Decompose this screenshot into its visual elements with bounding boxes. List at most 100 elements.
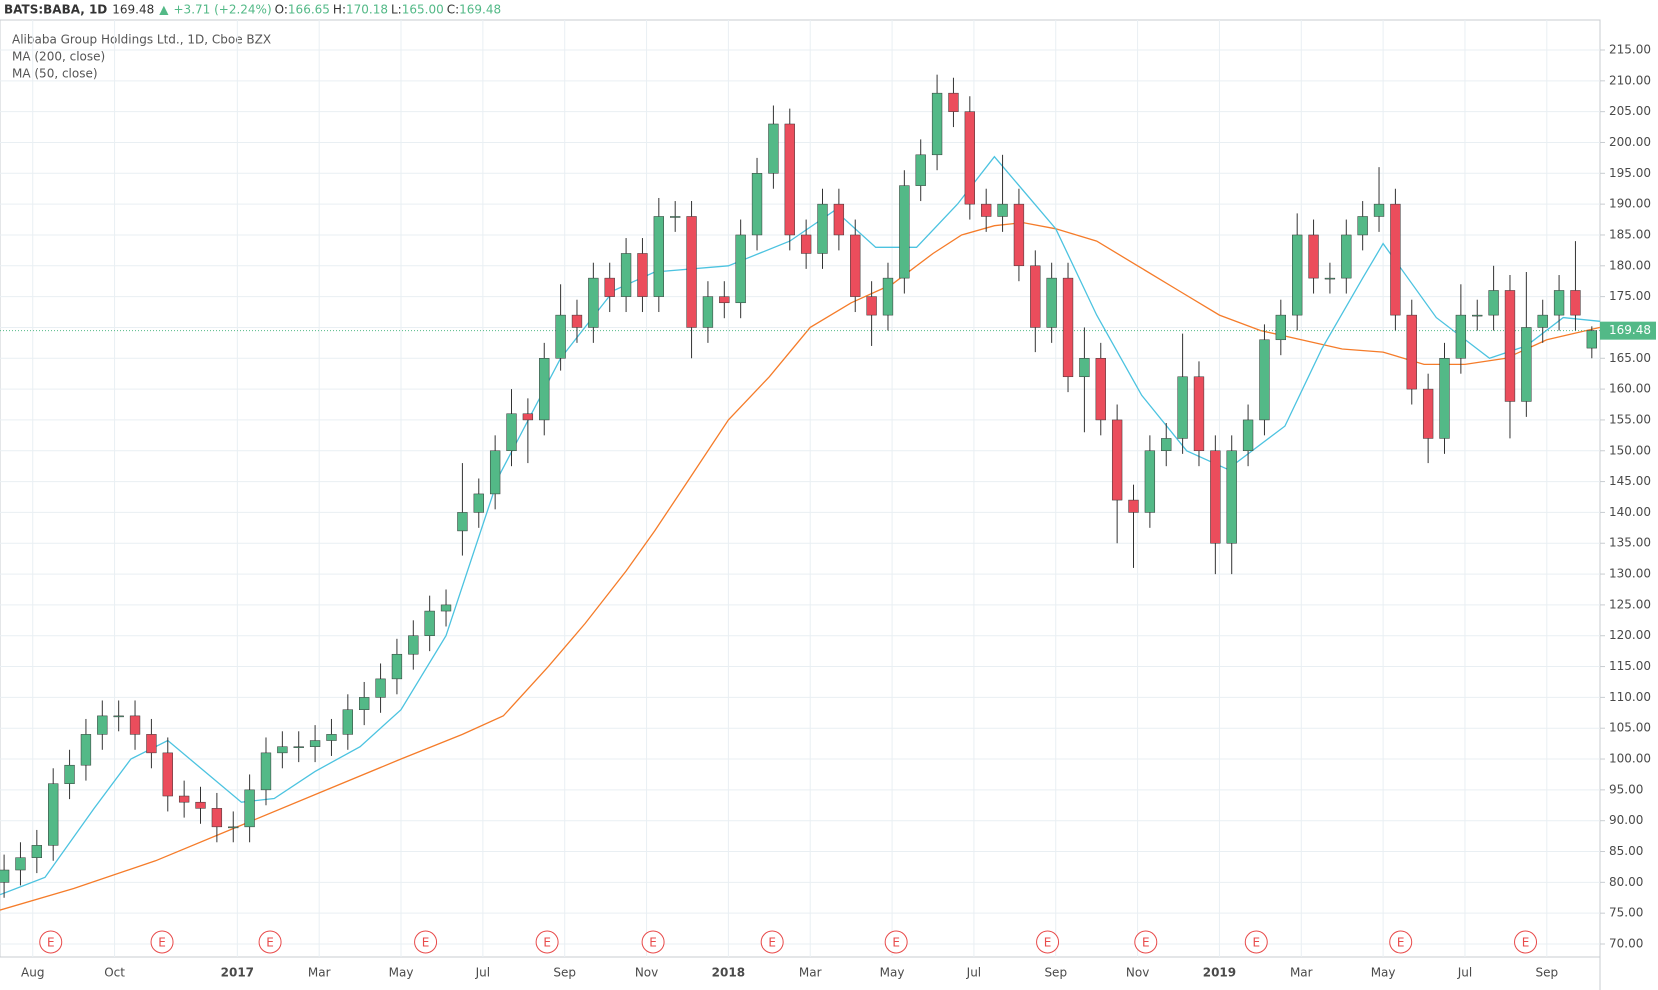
y-tick-label: 100.00 — [1609, 752, 1651, 766]
candle-body — [1586, 330, 1597, 349]
candle-body — [522, 413, 534, 421]
candle-body — [178, 795, 190, 803]
candle-body — [931, 92, 943, 156]
candle-body — [1242, 419, 1254, 452]
candle-body — [1521, 327, 1532, 402]
ohlc-value: 166.65 — [288, 3, 330, 17]
candle-body — [113, 715, 124, 718]
candle-body — [1292, 234, 1303, 316]
candle-body — [555, 314, 566, 359]
candle-body — [784, 123, 795, 236]
candle-body — [1111, 419, 1123, 501]
candle-body — [48, 783, 59, 846]
candle-body — [653, 216, 664, 297]
earnings-label: E — [1397, 936, 1405, 950]
candle-body — [915, 154, 926, 186]
x-tick-label: 2017 — [221, 966, 254, 980]
candle-body — [620, 253, 632, 297]
x-tick-label: Sep — [553, 966, 576, 980]
y-tick-label: 75.00 — [1609, 906, 1643, 920]
y-tick-label: 185.00 — [1609, 227, 1651, 241]
candle-body — [211, 808, 223, 828]
y-tick-label: 160.00 — [1609, 382, 1651, 396]
candle-body — [604, 277, 615, 297]
candle-body — [1472, 314, 1483, 317]
candle-body — [948, 92, 959, 112]
earnings-label: E — [158, 936, 166, 950]
x-tick-label: Mar — [799, 966, 822, 980]
moving-average — [0, 155, 1601, 896]
candle-body — [1537, 314, 1548, 328]
candle-body — [1406, 314, 1417, 390]
candle-body — [1357, 216, 1368, 236]
earnings-marker — [1514, 930, 1538, 954]
y-tick-label: 80.00 — [1609, 875, 1643, 889]
candle-body — [146, 734, 157, 754]
candle-body — [1390, 203, 1401, 316]
change-arrow: ▲ — [159, 3, 169, 17]
y-tick-label: 215.00 — [1609, 43, 1651, 57]
candle-body — [1455, 314, 1467, 359]
candle-body — [1226, 450, 1237, 544]
y-tick-label: 155.00 — [1609, 412, 1651, 426]
candle-body — [1144, 450, 1156, 513]
ohlc-value: 165.00 — [402, 3, 444, 17]
candle-body — [129, 715, 141, 735]
candle-body — [326, 734, 337, 741]
candle-body — [686, 216, 697, 328]
last-price-box — [1600, 321, 1656, 340]
x-tick-label: May — [389, 966, 414, 980]
candle-body — [359, 697, 370, 710]
candle-body — [866, 296, 877, 316]
earnings-label: E — [1044, 936, 1052, 950]
candle-body — [768, 123, 779, 174]
candle-body — [1161, 438, 1172, 452]
y-tick-label: 205.00 — [1609, 104, 1651, 118]
y-tick-label: 200.00 — [1609, 135, 1651, 149]
candle-body — [1488, 290, 1499, 316]
ohlc-label: L: — [391, 3, 402, 17]
earnings-marker — [884, 930, 908, 954]
y-tick-label: 175.00 — [1609, 289, 1651, 303]
candle-body — [1128, 499, 1139, 513]
y-tick-label: 105.00 — [1609, 721, 1651, 735]
candle-body — [1210, 450, 1221, 544]
candle-body — [424, 610, 435, 636]
earnings-label: E — [768, 936, 776, 950]
x-tick-label: Jul — [966, 966, 981, 980]
y-tick-label: 130.00 — [1609, 567, 1651, 581]
candle-body — [1341, 234, 1352, 279]
x-tick-label: Aug — [21, 966, 44, 980]
earnings-marker — [150, 930, 174, 954]
candle-body — [1504, 290, 1516, 402]
y-tick-label: 190.00 — [1609, 197, 1651, 211]
candle-body — [80, 734, 92, 766]
y-tick-label: 125.00 — [1609, 597, 1651, 611]
candle-body — [489, 450, 501, 495]
ohlc-label: O: — [275, 3, 288, 17]
y-tick-label: 195.00 — [1609, 166, 1651, 180]
y-tick-label: 95.00 — [1609, 782, 1643, 796]
candle-body — [800, 234, 812, 254]
y-tick-label: 145.00 — [1609, 474, 1651, 488]
candle-body — [1439, 358, 1450, 439]
earnings-label: E — [1252, 936, 1260, 950]
y-tick-label: 120.00 — [1609, 628, 1651, 642]
candle-body — [391, 653, 403, 680]
earnings-marker — [1134, 930, 1158, 954]
candle-body — [1570, 290, 1581, 316]
x-tick-label: Nov — [635, 966, 658, 980]
candle-body — [293, 746, 304, 748]
earnings-marker — [535, 930, 559, 954]
candle-body — [1373, 203, 1385, 217]
last-price: 169.48 — [112, 3, 154, 17]
candle-body — [1193, 376, 1205, 452]
y-tick-label: 115.00 — [1609, 659, 1651, 673]
candle-body — [1275, 314, 1286, 341]
earnings-label: E — [1522, 936, 1530, 950]
candle-body — [228, 826, 239, 829]
earnings-label: E — [543, 936, 551, 950]
earnings-label: E — [892, 936, 900, 950]
candle-body — [882, 277, 894, 316]
earnings-label: E — [266, 936, 274, 950]
